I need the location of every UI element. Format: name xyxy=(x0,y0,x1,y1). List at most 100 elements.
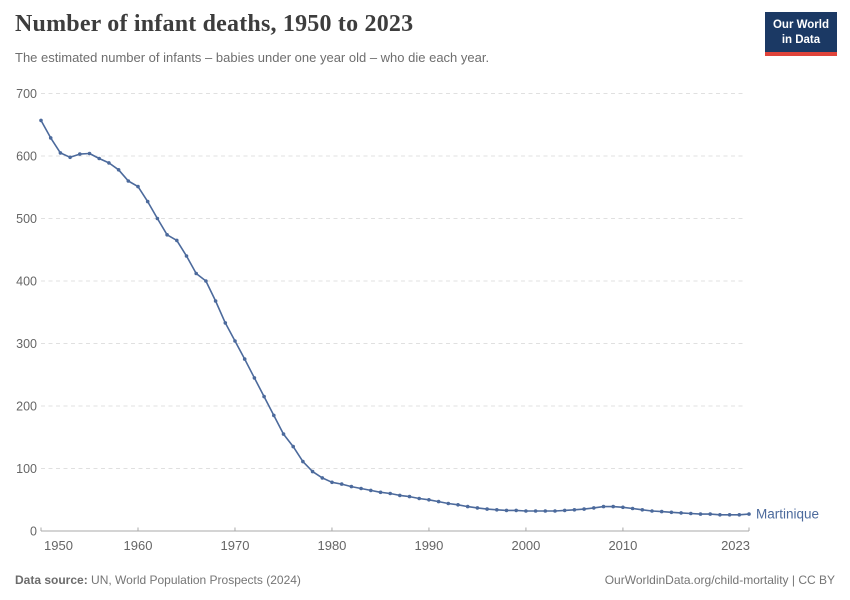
x-axis-label: 2000 xyxy=(511,538,540,553)
data-point[interactable] xyxy=(562,508,567,513)
data-point[interactable] xyxy=(145,199,150,204)
data-point[interactable] xyxy=(262,394,266,399)
data-point[interactable] xyxy=(204,279,208,283)
chart-subtitle: The estimated number of infants – babies… xyxy=(15,50,490,65)
data-point[interactable] xyxy=(349,484,354,489)
data-point[interactable] xyxy=(475,506,480,510)
data-point[interactable] xyxy=(727,513,732,517)
data-point[interactable] xyxy=(621,505,625,510)
data-point[interactable] xyxy=(136,184,140,189)
data-point[interactable] xyxy=(427,498,431,502)
y-axis-label: 400 xyxy=(16,275,37,289)
data-point[interactable] xyxy=(514,508,518,513)
data-point[interactable] xyxy=(378,490,383,495)
x-axis-label: 1980 xyxy=(317,538,346,553)
data-point[interactable] xyxy=(281,432,286,436)
series-line[interactable] xyxy=(40,119,750,516)
data-point[interactable] xyxy=(301,459,305,464)
data-point[interactable] xyxy=(330,480,334,485)
data-point[interactable] xyxy=(272,413,276,418)
data-point[interactable] xyxy=(213,299,218,303)
y-axis-label: 600 xyxy=(16,150,37,164)
data-point[interactable] xyxy=(398,493,402,498)
data-point[interactable] xyxy=(339,482,344,486)
y-axis-label: 700 xyxy=(16,87,37,101)
data-point[interactable] xyxy=(252,376,257,380)
data-point[interactable] xyxy=(446,501,451,506)
data-point[interactable] xyxy=(78,152,82,156)
data-point[interactable] xyxy=(165,233,169,237)
y-axis-label: 100 xyxy=(16,462,37,476)
data-point[interactable] xyxy=(485,507,489,511)
data-point[interactable] xyxy=(630,506,635,511)
data-point[interactable] xyxy=(640,508,645,512)
data-point[interactable] xyxy=(504,508,509,513)
owid-link[interactable]: OurWorldinData.org/child-mortality | CC … xyxy=(604,573,835,587)
data-point[interactable] xyxy=(417,496,422,501)
data-point[interactable] xyxy=(39,118,43,123)
data-point[interactable] xyxy=(223,321,228,325)
data-point[interactable] xyxy=(543,509,548,513)
data-point[interactable] xyxy=(175,238,179,243)
y-axis-label: 200 xyxy=(16,400,37,414)
series-entity-label[interactable]: Martinique xyxy=(756,507,819,522)
data-point[interactable] xyxy=(689,511,693,516)
x-axis-label: 1990 xyxy=(414,538,443,553)
data-point[interactable] xyxy=(659,509,664,514)
owid-logo[interactable]: Our World in Data xyxy=(764,12,837,56)
data-point[interactable] xyxy=(359,486,363,491)
data-point[interactable] xyxy=(698,512,703,516)
data-point[interactable] xyxy=(456,503,460,507)
data-point[interactable] xyxy=(407,494,412,499)
data-point[interactable] xyxy=(48,136,53,140)
page-title: Number of infant deaths, 1950 to 2023 xyxy=(15,11,414,37)
data-point[interactable] xyxy=(436,499,441,504)
x-axis-label: 2010 xyxy=(608,538,637,553)
owid-logo-line1: Our World xyxy=(772,19,829,31)
x-axis-label: 2023 xyxy=(721,538,750,553)
data-point[interactable] xyxy=(242,357,247,361)
data-point[interactable] xyxy=(97,156,101,161)
data-source-label: Data source: xyxy=(15,573,88,587)
data-point[interactable] xyxy=(68,155,72,160)
data-point[interactable] xyxy=(194,271,198,276)
x-axis-label: 1950 xyxy=(44,538,73,553)
data-point[interactable] xyxy=(582,507,586,511)
data-point[interactable] xyxy=(533,509,538,513)
chart-footer: Data source: UN, World Population Prospe… xyxy=(15,573,835,587)
data-point[interactable] xyxy=(310,469,315,474)
data-point[interactable] xyxy=(320,476,325,480)
data-point[interactable] xyxy=(718,513,722,517)
data-point[interactable] xyxy=(87,151,92,156)
x-axis-label: 1970 xyxy=(221,538,250,553)
x-axis-label: 1960 xyxy=(124,538,153,553)
data-point[interactable] xyxy=(601,504,606,509)
data-point[interactable] xyxy=(572,508,577,512)
data-point[interactable] xyxy=(495,508,499,512)
data-point[interactable] xyxy=(107,161,111,165)
data-point[interactable] xyxy=(679,511,683,515)
data-point[interactable] xyxy=(388,491,393,496)
data-point[interactable] xyxy=(126,179,131,183)
data-point[interactable] xyxy=(369,488,373,493)
data-point[interactable] xyxy=(737,513,742,517)
data-point[interactable] xyxy=(592,506,596,510)
data-point[interactable] xyxy=(747,512,751,516)
y-axis-label: 500 xyxy=(16,212,37,226)
data-point[interactable] xyxy=(611,504,615,509)
data-point[interactable] xyxy=(553,509,557,513)
data-point[interactable] xyxy=(184,254,189,258)
data-point[interactable] xyxy=(669,510,674,515)
data-point[interactable] xyxy=(524,509,528,513)
data-point[interactable] xyxy=(291,444,296,449)
data-point[interactable] xyxy=(116,168,121,172)
data-point[interactable] xyxy=(650,509,654,513)
data-point[interactable] xyxy=(155,216,160,221)
data-point[interactable] xyxy=(58,151,63,155)
owid-logo-line2: in Data xyxy=(781,33,821,46)
data-point[interactable] xyxy=(233,339,237,343)
data-source: Data source: UN, World Population Prospe… xyxy=(15,573,301,587)
data-point[interactable] xyxy=(708,512,712,516)
data-point[interactable] xyxy=(465,504,470,509)
